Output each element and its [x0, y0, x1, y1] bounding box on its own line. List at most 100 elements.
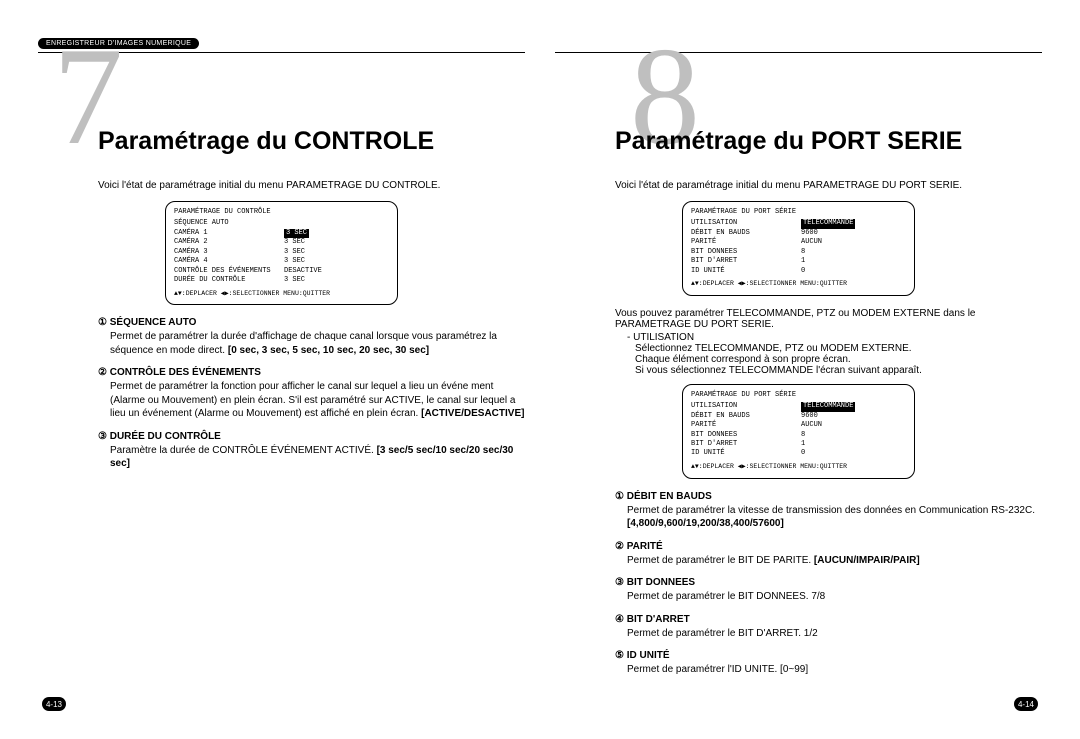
- monitor-row: SÉQUENCE AUTO: [174, 219, 389, 228]
- monitor-key: DÉBIT EN BAUDS: [691, 412, 801, 421]
- monitor-value: AUCUN: [801, 421, 822, 430]
- param-head: ④ BIT D'ARRET: [615, 614, 1042, 625]
- param-values: [3 sec/5 sec/10 sec/20 sec/30 sec]: [110, 445, 513, 470]
- param-head: ① SÉQUENCE AUTO: [98, 317, 525, 328]
- monitor-value: 3 SEC: [284, 229, 309, 238]
- util-desc: Sélectionnez TELECOMMANDE, PTZ ou MODEM …: [635, 343, 1042, 354]
- monitor-value: 8: [801, 248, 805, 257]
- monitor-panel: PARAMÉTRAGE DU PORT SÉRIE UTILISATIONTÉLÉ…: [682, 201, 915, 296]
- monitor-value: 8: [801, 431, 805, 440]
- monitor-key: ID UNITÉ: [691, 267, 801, 276]
- monitor-value: 0: [801, 267, 805, 276]
- monitor-row: BIT DONNEES8: [691, 248, 906, 257]
- monitor-title: PARAMÉTRAGE DU PORT SÉRIE: [691, 208, 906, 217]
- monitor-key: DÉBIT EN BAUDS: [691, 229, 801, 238]
- monitor-value: 3 SEC: [284, 238, 305, 247]
- monitor-value: 1: [801, 257, 805, 266]
- monitor-row: CAMÉRA 13 SEC: [174, 229, 389, 238]
- param-desc: Permet de paramétrer la fonction pour af…: [110, 380, 525, 421]
- param-item: ③ DURÉE DU CONTRÔLE Paramètre la durée de…: [98, 431, 525, 471]
- param-desc: Permet de paramétrer le BIT D'ARRET. 1/2: [627, 627, 1042, 641]
- serial-description: Vous pouvez paramétrer TELECOMMANDE, PTZ…: [615, 308, 1042, 376]
- manual-spread: ENREGISTREUR D'IMAGES NUMERIQUE 7 Paramé…: [0, 0, 1080, 739]
- param-head: ③ DURÉE DU CONTRÔLE: [98, 431, 525, 442]
- param-item: ⑤ ID UNITÉ Permet de paramétrer l'ID UNIT…: [615, 650, 1042, 677]
- monitor-row: DÉBIT EN BAUDS9600: [691, 229, 906, 238]
- param-head: ③ BIT DONNEES: [615, 577, 1042, 588]
- monitor-title: PARAMÉTRAGE DU PORT SÉRIE: [691, 391, 906, 400]
- param-desc: Permet de paramétrer l'ID UNITE. [0~99]: [627, 663, 1042, 677]
- monitor-row: BIT D'ARRET1: [691, 257, 906, 266]
- monitor-value: AUCUN: [801, 238, 822, 247]
- parameter-list: ① SÉQUENCE AUTO Permet de paramétrer la d…: [98, 317, 525, 481]
- monitor-value: 3 SEC: [284, 257, 305, 266]
- parameter-list: ① DÉBIT EN BAUDS Permet de paramétrer la …: [615, 491, 1042, 687]
- monitor-key: UTILISATION: [691, 219, 801, 228]
- monitor-value: TÉLÉCOMMANDE: [801, 402, 855, 411]
- monitor-row: UTILISATIONTÉLÉCOMMANDE: [691, 219, 906, 228]
- intro-text: Voici l'état de paramétrage initial du m…: [98, 180, 525, 191]
- monitor-value: 0: [801, 449, 805, 458]
- param-item: ③ BIT DONNEES Permet de paramétrer le BIT…: [615, 577, 1042, 604]
- monitor-key: CONTRÔLE DES ÉVÉNEMENTS: [174, 267, 284, 276]
- page-number-right: 4-14: [1014, 697, 1038, 711]
- monitor-key: BIT D'ARRET: [691, 257, 801, 266]
- header-rule: [555, 52, 1042, 53]
- param-head: ⑤ ID UNITÉ: [615, 650, 1042, 661]
- monitor-row: CONTRÔLE DES ÉVÉNEMENTSDESACTIVE: [174, 267, 389, 276]
- param-values: [AUCUN/IMPAIR/PAIR]: [814, 555, 920, 566]
- param-desc: Permet de paramétrer la vitesse de trans…: [627, 504, 1042, 531]
- monitor-title: PARAMÉTRAGE DU CONTRÔLE: [174, 208, 389, 217]
- intro-text: Voici l'état de paramétrage initial du m…: [615, 180, 1042, 191]
- monitor-key: BIT DONNEES: [691, 248, 801, 257]
- monitor-panel: PARAMÉTRAGE DU CONTRÔLESÉQUENCE AUTOCAMÉ…: [165, 201, 398, 305]
- monitor-row: PARITÉAUCUN: [691, 238, 906, 247]
- monitor-row: CAMÉRA 33 SEC: [174, 248, 389, 257]
- monitor-row: PARITÉAUCUN: [691, 421, 906, 430]
- para: Vous pouvez paramétrer TELECOMMANDE, PTZ…: [615, 308, 1042, 330]
- monitor-value: 9600: [801, 229, 818, 238]
- util-desc: Si vous sélectionnez TELECOMMANDE l'écra…: [635, 365, 1042, 376]
- right-page: 8 Paramétrage du PORT SERIE Voici l'état…: [555, 38, 1042, 705]
- param-head: ① DÉBIT EN BAUDS: [615, 491, 1042, 502]
- monitor-row: CAMÉRA 23 SEC: [174, 238, 389, 247]
- monitor-row: UTILISATIONTÉLÉCOMMANDE: [691, 402, 906, 411]
- param-desc: Paramètre la durée de CONTRÔLE ÉVÉNEMENT…: [110, 444, 525, 471]
- left-page: ENREGISTREUR D'IMAGES NUMERIQUE 7 Paramé…: [38, 38, 525, 705]
- monitor-row: DÉBIT EN BAUDS9600: [691, 412, 906, 421]
- monitor-key: CAMÉRA 1: [174, 229, 284, 238]
- monitor-key: UTILISATION: [691, 402, 801, 411]
- columns: ENREGISTREUR D'IMAGES NUMERIQUE 7 Paramé…: [38, 38, 1042, 705]
- param-item: ① SÉQUENCE AUTO Permet de paramétrer la d…: [98, 317, 525, 357]
- param-desc: Permet de paramétrer la durée d'affichag…: [110, 330, 525, 357]
- monitor-key: ID UNITÉ: [691, 449, 801, 458]
- monitor-key: BIT DONNEES: [691, 431, 801, 440]
- monitor-key: SÉQUENCE AUTO: [174, 219, 284, 228]
- page-number-left: 4-13: [42, 697, 66, 711]
- monitor-key: CAMÉRA 3: [174, 248, 284, 257]
- monitor-row: BIT DONNEES8: [691, 431, 906, 440]
- header-spacer: [555, 38, 1042, 50]
- param-item: ① DÉBIT EN BAUDS Permet de paramétrer la …: [615, 491, 1042, 531]
- param-head: ② CONTRÔLE DES ÉVÉNEMENTS: [98, 367, 525, 378]
- monitor-panel: PARAMÉTRAGE DU PORT SÉRIE UTILISATIONTÉLÉ…: [682, 384, 915, 479]
- util-desc: Chaque élément correspond à son propre é…: [635, 354, 1042, 365]
- section-title: Paramétrage du PORT SERIE: [615, 127, 1042, 156]
- param-desc: Permet de paramétrer le BIT DE PARITE. […: [627, 554, 1042, 568]
- monitor-footer: ▲▼:DEPLACER ◀▶:SELECTIONNER MENU:QUITTER: [691, 280, 906, 289]
- monitor-value: 9600: [801, 412, 818, 421]
- monitor-key: PARITÉ: [691, 238, 801, 247]
- param-item: ② PARITÉPermet de paramétrer le BIT DE P…: [615, 541, 1042, 568]
- util-label: - UTILISATION: [627, 332, 1042, 343]
- monitor-value: 3 SEC: [284, 248, 305, 257]
- monitor-value: TÉLÉCOMMANDE: [801, 219, 855, 228]
- monitor-value: 3 SEC: [284, 276, 305, 285]
- param-desc: Permet de paramétrer le BIT DONNEES. 7/8: [627, 590, 1042, 604]
- monitor-value: 1: [801, 440, 805, 449]
- param-values: [ACTIVE/DESACTIVE]: [421, 408, 524, 419]
- monitor-value: DESACTIVE: [284, 267, 322, 276]
- monitor-key: CAMÉRA 2: [174, 238, 284, 247]
- monitor-row: ID UNITÉ0: [691, 449, 906, 458]
- monitor-key: PARITÉ: [691, 421, 801, 430]
- param-values: [0 sec, 3 sec, 5 sec, 10 sec, 20 sec, 30…: [228, 345, 429, 356]
